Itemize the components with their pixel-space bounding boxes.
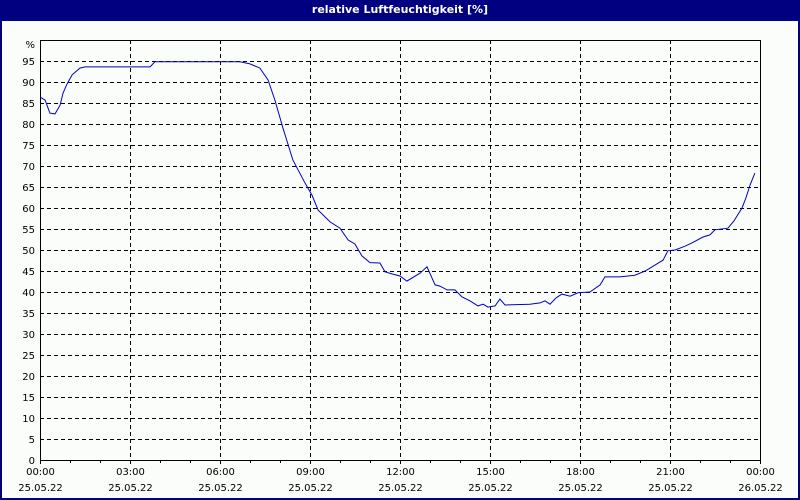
x-tick-date: 26.05.22: [738, 483, 783, 494]
y-tick-label: 15: [22, 393, 35, 404]
y-tick-label: 80: [22, 120, 35, 131]
x-tick-date: 25.05.22: [378, 483, 423, 494]
y-tick-label: 75: [22, 141, 35, 152]
x-tick-date: 25.05.22: [648, 483, 693, 494]
y-tick-label: 5: [29, 435, 35, 446]
x-tick-time: 06:00: [206, 467, 235, 478]
x-tick-time: 03:00: [116, 467, 145, 478]
y-tick-label: 40: [22, 288, 35, 299]
y-tick-label: 0: [29, 456, 35, 467]
y-tick-label: 65: [22, 183, 35, 194]
axes: [40, 40, 761, 464]
x-tick-date: 25.05.22: [198, 483, 243, 494]
humidity-series-line: [39, 61, 756, 308]
y-tick-label: 25: [22, 351, 35, 362]
x-tick-time: 00:00: [26, 467, 55, 478]
y-tick-label: 20: [22, 372, 35, 383]
y-tick-label: 70: [22, 162, 35, 173]
y-tick-label: 10: [22, 414, 35, 425]
y-tick-label: 85: [22, 99, 35, 110]
y-axis-labels: 0 5 10 15 20 25 30 35 40 45 50 55 60 65 70 75 80 85 90 95%: [22, 40, 35, 467]
x-tick-time: 18:00: [566, 467, 595, 478]
chart-title: relative Luftfeuchtigkeit [%]: [0, 0, 800, 21]
x-tick-time: 15:00: [476, 467, 505, 478]
y-unit-label: %: [25, 40, 35, 51]
y-tick-label: 95: [22, 57, 35, 68]
y-tick-label: 55: [22, 225, 35, 236]
y-tick-label: 50: [22, 246, 35, 257]
x-tick-time: 21:00: [656, 467, 685, 478]
y-tick-label: 35: [22, 309, 35, 320]
x-tick-time: 09:00: [296, 467, 325, 478]
x-tick-date: 25.05.22: [288, 483, 333, 494]
grid-lines: [40, 40, 760, 460]
x-axis-labels: 00:00 25.05.22 03:00 25.05.22 06:00 25.05.22 0…: [18, 467, 783, 494]
x-tick-date: 25.05.22: [558, 483, 603, 494]
x-tick-time: 12:00: [386, 467, 415, 478]
x-tick-time: 00:00: [746, 467, 775, 478]
x-tick-date: 25.05.22: [468, 483, 513, 494]
x-tick-date: 25.05.22: [108, 483, 153, 494]
y-tick-label: 60: [22, 204, 35, 215]
y-tick-label: 45: [22, 267, 35, 278]
y-tick-label: 90: [22, 78, 35, 89]
x-tick-date: 25.05.22: [18, 483, 63, 494]
y-tick-label: 30: [22, 330, 35, 341]
